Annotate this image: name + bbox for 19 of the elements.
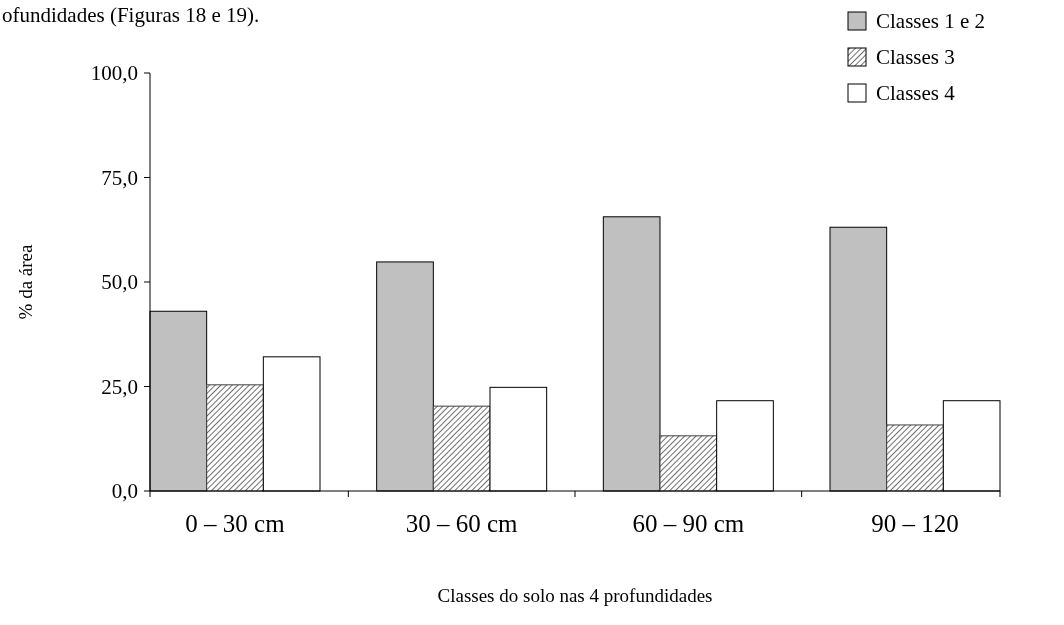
- x-tick-label: 90 – 120: [871, 510, 959, 537]
- y-tick-label: 100,0: [90, 61, 138, 86]
- bar: [432, 405, 491, 492]
- legend-label: Classes 4: [876, 81, 956, 106]
- y-axis-title: % da área: [15, 243, 36, 320]
- bar: [886, 424, 944, 492]
- y-tick-label: 75,0: [101, 165, 138, 190]
- text: ofundidades (Figuras 18 e 19).: [2, 3, 260, 27]
- x-tick-label: 30 – 60 cm: [405, 510, 519, 537]
- x-tick-label: 60 – 90 cm: [632, 510, 745, 537]
- bar: [659, 435, 718, 492]
- y-tick-label: 50,0: [101, 270, 138, 295]
- y-tick-label: 25,0: [101, 374, 138, 399]
- bar: [206, 384, 264, 492]
- legend-label: Classes 1 e 2: [876, 9, 986, 34]
- x-axis-title: Classes do solo nas 4 profundidades: [437, 585, 713, 606]
- legend-label: Classes 3: [876, 45, 955, 70]
- x-tick-label: 0 – 30 cm: [185, 510, 286, 537]
- y-tick-label: 0,0: [111, 479, 138, 504]
